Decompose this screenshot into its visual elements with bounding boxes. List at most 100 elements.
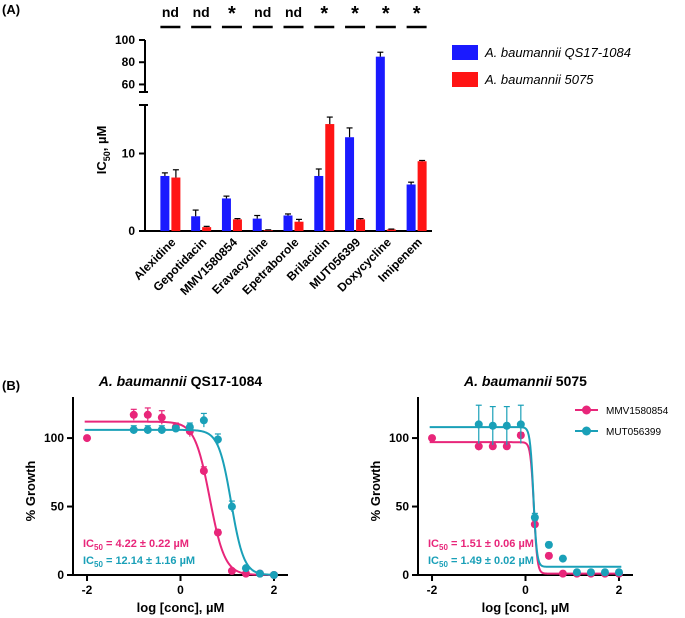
x-tick-label: -2 <box>427 583 438 597</box>
dose-response-chart-qs17: A. baumannii QS17-1084 0 50 100 -2 0 2 log [con… <box>23 373 288 615</box>
y-tick-label: 10 <box>122 147 136 161</box>
data-point <box>143 425 152 434</box>
bar <box>171 177 181 231</box>
y-tick-label: 60 <box>122 77 136 91</box>
data-point <box>544 551 553 560</box>
legend-swatch <box>452 45 478 60</box>
data-point <box>185 423 194 432</box>
significance-marker: nd <box>254 4 271 20</box>
bar <box>191 216 201 231</box>
data-point <box>213 528 222 537</box>
bar <box>375 56 385 231</box>
ic50-annotation: IC50 = 4.22 ± 0.22 µM <box>83 538 189 552</box>
data-point <box>488 442 497 451</box>
x-tick-label: 0 <box>177 583 184 597</box>
data-point <box>129 410 138 419</box>
bar <box>345 137 355 231</box>
y-tick-label: 100 <box>44 431 64 445</box>
data-point <box>157 413 166 422</box>
data-point <box>474 442 483 451</box>
bar <box>202 227 212 231</box>
data-point <box>213 435 222 444</box>
y-axis-title: IC50, µM <box>94 126 112 175</box>
data-point <box>558 569 567 578</box>
ic50-annotation: IC50 = 1.51 ± 0.06 µM <box>428 538 534 552</box>
data-point <box>199 466 208 475</box>
legend-label: A. baumannii 5075 <box>484 72 594 87</box>
y-tick-label: 80 <box>122 55 136 69</box>
chart-title: A. baumannii QS17-1084 <box>98 373 263 389</box>
significance-marker: * <box>413 3 421 25</box>
fit-curve <box>429 441 622 575</box>
ic50-annotation: IC50 = 12.14 ± 1.16 µM <box>83 555 195 569</box>
data-point <box>530 513 539 522</box>
x-axis-title: log [conc], µM <box>482 600 570 615</box>
y-tick-label: 100 <box>389 431 409 445</box>
y-tick-label: 100 <box>115 33 135 47</box>
data-point <box>502 421 511 430</box>
bar <box>406 184 416 231</box>
chart-title: A. baumannii 5075 <box>463 373 587 389</box>
x-tick-label: 0 <box>522 583 529 597</box>
bar <box>160 175 170 231</box>
significance-marker: * <box>351 3 359 25</box>
legend-label: MUT056399 <box>606 427 661 438</box>
data-point <box>143 410 152 419</box>
data-point <box>157 425 166 434</box>
fit-curve <box>429 426 622 568</box>
bar <box>252 218 262 231</box>
bar <box>386 229 396 231</box>
data-point <box>544 540 553 549</box>
data-point <box>474 420 483 429</box>
x-tick-label: 2 <box>271 583 278 597</box>
bar <box>356 219 366 231</box>
y-tick-label: 50 <box>51 500 65 514</box>
x-tick-label: -2 <box>82 583 93 597</box>
data-point <box>558 554 567 563</box>
bar <box>232 219 242 231</box>
bar <box>283 215 293 231</box>
data-point <box>129 425 138 434</box>
bar <box>417 161 427 231</box>
y-tick-label: 0 <box>57 568 64 582</box>
data-point <box>227 566 236 575</box>
data-point <box>227 502 236 511</box>
y-tick-label: 0 <box>128 224 135 238</box>
data-point <box>502 442 511 451</box>
legend-marker <box>582 426 591 436</box>
significance-marker: * <box>382 3 390 25</box>
bar <box>263 230 273 231</box>
significance-marker: * <box>320 3 328 25</box>
x-axis-title: log [conc], µM <box>137 600 225 615</box>
data-point <box>241 569 250 578</box>
y-tick-label: 0 <box>402 568 409 582</box>
x-tick-label: 2 <box>616 583 623 597</box>
data-point <box>600 568 609 577</box>
data-point <box>516 420 525 429</box>
data-point <box>488 421 497 430</box>
significance-marker: nd <box>193 4 210 20</box>
panel-a-label: (A) <box>2 2 20 17</box>
fit-curve <box>84 420 277 576</box>
significance-marker: * <box>228 3 236 25</box>
fit-curve <box>84 428 277 576</box>
panel-b-label: (B) <box>2 378 20 393</box>
data-point <box>269 571 278 579</box>
y-axis-title: % Growth <box>23 461 38 522</box>
y-axis-title: % Growth <box>368 461 383 522</box>
data-point <box>614 568 623 577</box>
data-point <box>199 416 208 425</box>
legend-label: MMV1580854 <box>606 406 669 417</box>
data-point <box>83 434 92 443</box>
data-point <box>241 564 250 573</box>
legend-marker <box>582 405 591 415</box>
data-point <box>255 569 264 578</box>
significance-marker: nd <box>162 4 179 20</box>
ic50-annotation: IC50 = 1.49 ± 0.02 µM <box>428 555 534 569</box>
dose-response-chart-5075: A. baumannii 5075 0 50 100 -2 0 2 log [conc], µ… <box>368 373 669 615</box>
data-point <box>171 424 180 433</box>
data-point <box>586 568 595 577</box>
bar <box>314 175 324 231</box>
